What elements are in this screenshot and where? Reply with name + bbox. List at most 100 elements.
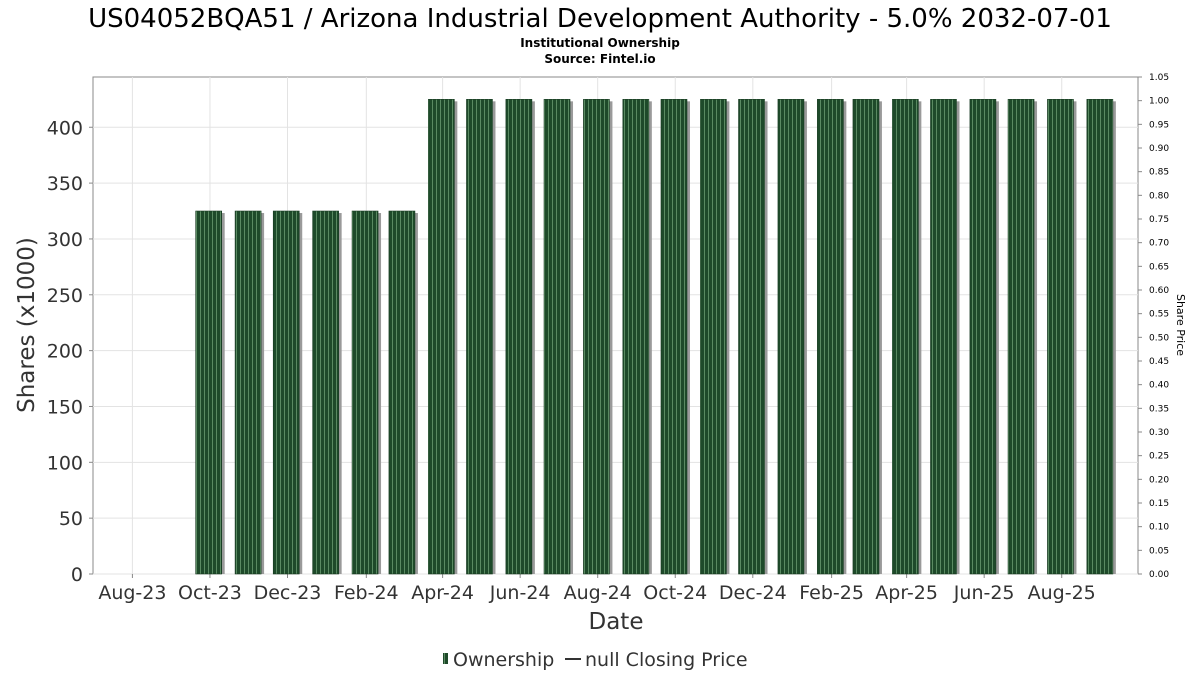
bar-body — [543, 99, 571, 575]
y2-tick-label: 0.40 — [1149, 381, 1169, 391]
y-tick-label: 0 — [71, 564, 83, 586]
ownership-bar — [543, 99, 574, 575]
ownership-bar — [505, 99, 535, 575]
ownership-bar — [700, 99, 730, 575]
y2-tick-label: 0.00 — [1149, 570, 1169, 580]
y2-tick-label: 0.55 — [1149, 310, 1169, 320]
ownership-bar — [777, 99, 807, 575]
bar-body — [351, 210, 379, 575]
bar-body — [700, 99, 727, 575]
y2-tick-label: 0.15 — [1149, 499, 1169, 509]
x-tick-label: Apr-24 — [411, 582, 474, 604]
ownership-bar — [388, 210, 418, 575]
ownership-bar — [234, 210, 265, 575]
y2-tick-label: 0.20 — [1149, 475, 1169, 485]
x-tick-label: Jun-25 — [953, 582, 1015, 604]
y2-axis-label: Share Price — [1174, 294, 1187, 356]
x-tick-label: Apr-25 — [875, 582, 938, 604]
bar-body — [428, 99, 455, 575]
y-tick-label: 50 — [59, 508, 83, 530]
ownership-bar — [351, 210, 382, 575]
y-tick-label: 250 — [47, 285, 83, 307]
bar-body — [195, 210, 222, 575]
bar-body — [1086, 99, 1114, 575]
ownership-bar — [272, 210, 303, 575]
ownership-bar — [583, 99, 613, 575]
y2-tick-label: 0.35 — [1149, 404, 1169, 414]
y2-tick-label: 0.80 — [1149, 191, 1169, 201]
bar-body — [892, 99, 919, 575]
ownership-bar — [738, 99, 768, 575]
y2-tick-label: 0.50 — [1149, 333, 1169, 343]
y-tick-label: 200 — [47, 341, 83, 363]
y2-tick-label: 1.05 — [1149, 73, 1169, 83]
bar-body — [312, 210, 339, 575]
bar-body — [505, 99, 533, 575]
x-tick-label: Oct-24 — [643, 582, 707, 604]
y2-tick-label: 1.00 — [1149, 97, 1169, 107]
y-tick-label: 100 — [47, 452, 83, 474]
bar-body — [969, 99, 997, 575]
bar-body — [660, 99, 688, 575]
x-axis-ticks: Aug-23 Oct-23 Dec-23 Feb-24 Apr-24 Jun-24 Aug-… — [98, 574, 1096, 604]
legend-ownership-label: Ownership — [453, 649, 554, 671]
y2-tick-label: 0.30 — [1149, 428, 1169, 438]
y2-tick-label: 0.45 — [1149, 357, 1169, 367]
ownership-bar — [1047, 99, 1077, 575]
chart-subtitle-1: Institutional Ownership — [520, 36, 680, 50]
y2-tick-label: 0.65 — [1149, 262, 1169, 272]
ownership-bar — [969, 99, 999, 575]
legend-ownership-swatch — [443, 653, 448, 664]
y2-tick-label: 0.25 — [1149, 452, 1169, 462]
bar-body — [1047, 99, 1074, 575]
plot-area — [92, 76, 1139, 575]
y-tick-label: 150 — [47, 396, 83, 418]
y2-tick-label: 0.75 — [1149, 215, 1169, 225]
y2-tick-label: 0.60 — [1149, 286, 1169, 296]
ownership-bar — [312, 210, 342, 575]
bar-body — [272, 210, 300, 575]
ownership-bars — [195, 99, 1116, 575]
y2-tick-label: 0.95 — [1149, 120, 1169, 130]
x-tick-label: Dec-23 — [254, 582, 322, 604]
bar-body — [930, 99, 957, 575]
bar-body — [738, 99, 765, 575]
x-tick-label: Feb-25 — [799, 582, 864, 604]
legend-closing-price-label: null Closing Price — [585, 649, 748, 671]
y-axis-label: Shares (x1000) — [14, 237, 40, 413]
bar-body — [466, 99, 493, 575]
x-tick-label: Aug-24 — [564, 582, 632, 604]
ownership-bar — [428, 99, 458, 575]
bar-body — [234, 210, 262, 575]
x-tick-label: Dec-24 — [719, 582, 787, 604]
y2-tick-label: 0.10 — [1149, 523, 1169, 533]
y2-tick-label: 0.70 — [1149, 239, 1169, 249]
bar-body — [388, 210, 416, 575]
ownership-bar — [930, 99, 960, 575]
x-tick-label: Jun-24 — [489, 582, 551, 604]
bar-body — [777, 99, 805, 575]
ownership-bar — [817, 99, 847, 575]
y-tick-label: 400 — [47, 117, 83, 139]
y2-axis-ticks: 0.00 0.05 0.10 0.15 0.20 0.25 0.30 0.35 0.40 0.45… — [1138, 73, 1169, 580]
bar-body — [1007, 99, 1035, 575]
ownership-bar — [466, 99, 496, 575]
bar-body — [583, 99, 610, 575]
chart-title: US04052BQA51 / Arizona Industrial Develo… — [88, 4, 1112, 34]
chart-subtitle-2: Source: Fintel.io — [544, 52, 655, 66]
legend: Ownership null Closing Price — [443, 649, 748, 671]
ownership-bar — [195, 210, 225, 575]
y2-tick-label: 0.85 — [1149, 168, 1169, 178]
x-axis-label: Date — [589, 609, 644, 635]
y-axis-ticks: 0 50 100 150 200 250 300 350 400 — [47, 117, 93, 586]
ownership-bar — [1086, 99, 1116, 575]
ownership-bar — [1007, 99, 1038, 575]
x-tick-label: Feb-24 — [334, 582, 399, 604]
bar-body — [852, 99, 880, 575]
y-tick-label: 300 — [47, 229, 83, 251]
x-tick-label: Aug-25 — [1028, 582, 1096, 604]
ownership-bar — [622, 99, 652, 575]
bar-body — [817, 99, 844, 575]
x-tick-label: Aug-23 — [98, 582, 166, 604]
